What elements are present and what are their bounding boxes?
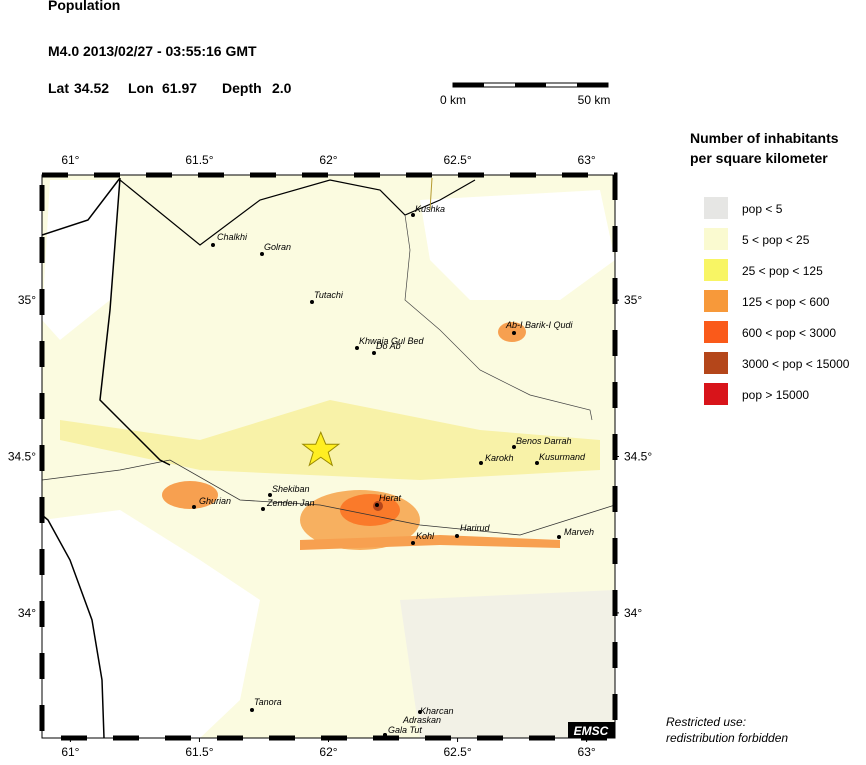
place-dot xyxy=(535,461,539,465)
x-tick-label: 62.5° xyxy=(443,153,471,167)
x-tick-label: 61° xyxy=(61,745,79,759)
epicenter xyxy=(301,430,341,467)
scale-end: 50 km xyxy=(578,93,611,107)
legend-label: pop < 5 xyxy=(742,202,783,216)
place-label: Kharcan xyxy=(420,706,454,716)
legend-swatch xyxy=(704,197,728,219)
place-label: Karokh xyxy=(485,453,514,463)
place-label: Kushka xyxy=(415,204,445,214)
place-dot xyxy=(261,507,265,511)
place-dot xyxy=(268,493,272,497)
place-label: Tanora xyxy=(254,697,282,707)
place-dot xyxy=(250,708,254,712)
place-dot xyxy=(372,351,376,355)
legend-label: 3000 < pop < 15000 xyxy=(742,357,850,371)
scale-start: 0 km xyxy=(440,93,466,107)
place-dot xyxy=(557,535,561,539)
place-dot xyxy=(411,541,415,545)
y-tick-label: 34° xyxy=(624,606,642,620)
y-tick-label: 34.5° xyxy=(8,450,36,464)
place-label: Golran xyxy=(264,242,291,252)
x-tick-label: 63° xyxy=(578,745,596,759)
lat-label: Lat xyxy=(48,80,69,96)
legend-swatch xyxy=(704,383,728,405)
place-label: Khwaja Gul Bed xyxy=(359,336,425,346)
place-dot xyxy=(512,445,516,449)
legend-label: 125 < pop < 600 xyxy=(742,295,830,309)
x-tick-label: 62° xyxy=(319,745,337,759)
place-dot xyxy=(479,461,483,465)
lon: 61.97 xyxy=(162,80,197,96)
legend-swatch xyxy=(704,228,728,250)
place-label: Marveh xyxy=(564,527,594,537)
x-tick-label: 62° xyxy=(319,153,337,167)
place-label: Kohl xyxy=(416,531,435,541)
legend-label: 600 < pop < 3000 xyxy=(742,326,836,340)
depth-label: Depth xyxy=(222,80,262,96)
legend-label: 25 < pop < 125 xyxy=(742,264,823,278)
place-label: Benos Darrah xyxy=(516,436,572,446)
place-label: Zenden Jan xyxy=(266,498,315,508)
place-dot xyxy=(383,733,387,737)
place-dot xyxy=(260,252,264,256)
place-label: Ab-I Barik-I Qudi xyxy=(505,320,574,330)
place-label: Shekiban xyxy=(272,484,310,494)
credit-box xyxy=(568,722,615,738)
legend-swatch xyxy=(704,352,728,374)
legend-title: per square kilometer xyxy=(690,150,828,166)
legend-label: pop > 15000 xyxy=(742,388,809,402)
legend-title: Number of inhabitants xyxy=(690,130,839,146)
place-label: Harirud xyxy=(460,523,491,533)
credit: EMSC xyxy=(574,724,609,738)
place-label: Do Ab xyxy=(376,341,401,351)
place-dot xyxy=(455,534,459,538)
scale-bar xyxy=(452,82,609,88)
place-label: Herat xyxy=(379,493,402,503)
place-dot xyxy=(512,331,516,335)
place-dot xyxy=(211,243,215,247)
place-label: Ghurian xyxy=(199,496,231,506)
x-tick-label: 62.5° xyxy=(443,745,471,759)
place-label: Kusurmand xyxy=(539,452,586,462)
legend-swatch xyxy=(704,290,728,312)
y-tick-label: 35° xyxy=(624,293,642,307)
y-tick-label: 34° xyxy=(18,606,36,620)
place-label: Chalkhi xyxy=(217,232,248,242)
depth: 2.0 xyxy=(272,80,292,96)
event: M4.0 2013/02/27 - 03:55:16 GMT xyxy=(48,43,257,59)
place-dot xyxy=(192,505,196,509)
notice: redistribution forbidden xyxy=(666,731,788,745)
x-tick-label: 61.5° xyxy=(185,745,213,759)
place-label: Gala Tut xyxy=(388,725,422,735)
x-tick-label: 63° xyxy=(578,153,596,167)
notice: Restricted use: xyxy=(666,715,746,729)
lat: 34.52 xyxy=(74,80,109,96)
x-tick-label: 61.5° xyxy=(185,153,213,167)
x-tick-label: 61° xyxy=(61,153,79,167)
place-dot xyxy=(375,503,379,507)
legend-swatch xyxy=(704,321,728,343)
legend-label: 5 < pop < 25 xyxy=(742,233,810,247)
place-label: Tutachi xyxy=(314,290,344,300)
y-tick-label: 35° xyxy=(18,293,36,307)
place-dot xyxy=(411,213,415,217)
place-dot xyxy=(310,300,314,304)
place-dot xyxy=(418,710,422,714)
legend-swatch xyxy=(704,259,728,281)
title: Population xyxy=(48,0,120,13)
lon-label: Lon xyxy=(128,80,154,96)
y-tick-label: 34.5° xyxy=(624,450,652,464)
place-dot xyxy=(355,346,359,350)
place-label: Adraskan xyxy=(402,715,441,725)
